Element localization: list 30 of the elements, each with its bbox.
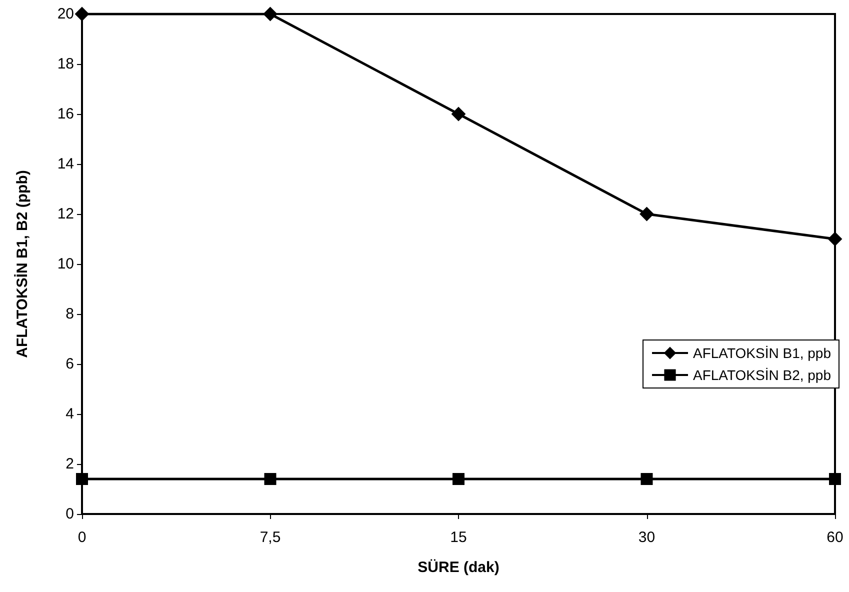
y-tick-label: 0 [66,506,74,522]
point [828,232,842,246]
point [640,473,653,485]
y-tick-label: 10 [57,256,74,272]
point [452,473,464,485]
point [264,473,276,485]
x-tick-label: 30 [638,529,656,546]
y-tick-label: 4 [66,406,74,422]
x-tick-label: 0 [78,529,86,546]
legend-label: AFLATOKSİN B1, ppb [693,345,832,361]
y-tick-label: 20 [57,6,74,22]
x-axis-title: SÜRE (dak) [418,559,500,576]
y-tick-label: 18 [57,56,74,72]
point [640,207,654,221]
point [75,7,89,21]
legend-label: AFLATOKSİN B2, ppb [693,367,832,383]
point [829,473,841,485]
y-tick-label: 14 [57,156,74,172]
y-tick-label: 12 [57,206,74,222]
y-tick-label: 2 [66,456,74,472]
x-tick-label: 7,5 [260,529,281,546]
y-tick-label: 16 [57,106,74,122]
y-tick-label: 8 [66,306,74,322]
y-tick-label: 6 [66,356,74,372]
y-axis-title: AFLATOKSİN B1, B2 (ppb) [14,170,31,358]
point [452,107,466,121]
x-tick-label: 15 [450,529,467,546]
point [263,7,278,21]
point [76,473,88,485]
x-tick-label: 60 [826,529,844,546]
